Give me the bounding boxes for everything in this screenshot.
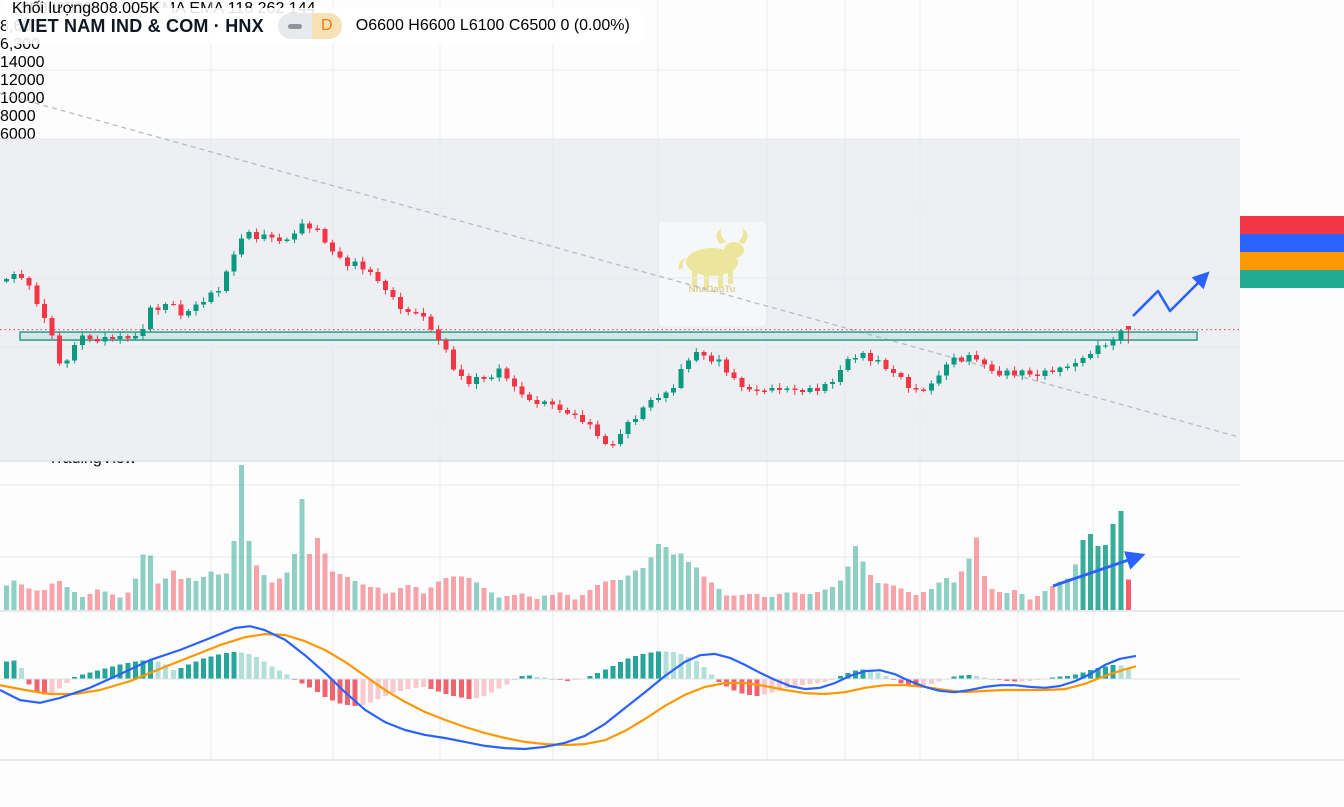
- visibility-toggle[interactable]: [277, 13, 312, 39]
- close-label: C: [508, 17, 521, 34]
- axis-price-label: 12000: [0, 72, 45, 89]
- open-value: 6600: [368, 17, 404, 34]
- annotation-arrows: [1052, 271, 1210, 588]
- watermark: NhaDauTu: [659, 222, 766, 326]
- volume-value: 808.005K: [91, 0, 160, 17]
- open-label: O: [355, 17, 369, 34]
- axis-price-label: 10000: [0, 90, 45, 107]
- zigzag-up-arrow: [1132, 271, 1210, 317]
- low-value: 6100: [468, 17, 505, 34]
- volume-trend-arrow: [1052, 551, 1146, 588]
- minus-icon: [287, 23, 302, 29]
- signal-line: [0, 632, 1137, 747]
- axis-price-label: 8000: [0, 108, 36, 125]
- volume-series: [4, 464, 1131, 610]
- volume-label: Khối lượng: [12, 0, 92, 17]
- timeframe-toggle[interactable]: D: [277, 13, 342, 39]
- volume-legend: Khối lượng 808.005K: [0, 0, 172, 18]
- gridlines: [0, 0, 1240, 760]
- support-zone: [19, 331, 1198, 341]
- ohlc-values: O6600 H6600 L6100 C6500 0 (0.00%): [356, 17, 630, 35]
- descending-trendline: [0, 92, 1241, 438]
- change-value: 0 (0.00%): [560, 17, 630, 34]
- candlestick-series: [4, 218, 1131, 448]
- background-band: [0, 139, 1240, 461]
- pane-separators: [0, 460, 1344, 761]
- high-label: H: [408, 17, 420, 34]
- low-label: L: [459, 17, 469, 34]
- symbol-title[interactable]: VIET NAM IND & COM · HNX: [18, 15, 264, 36]
- svg-text:NhaDauTu: NhaDauTu: [689, 284, 736, 295]
- high-value: 6600: [419, 17, 456, 34]
- axis-price-label: 14000: [0, 54, 45, 71]
- macd-histogram: [4, 651, 1131, 706]
- bull-logo-icon: [678, 228, 748, 288]
- close-value: 6500: [520, 17, 557, 34]
- macd-line: [0, 625, 1137, 751]
- timeframe-badge[interactable]: D: [311, 13, 342, 39]
